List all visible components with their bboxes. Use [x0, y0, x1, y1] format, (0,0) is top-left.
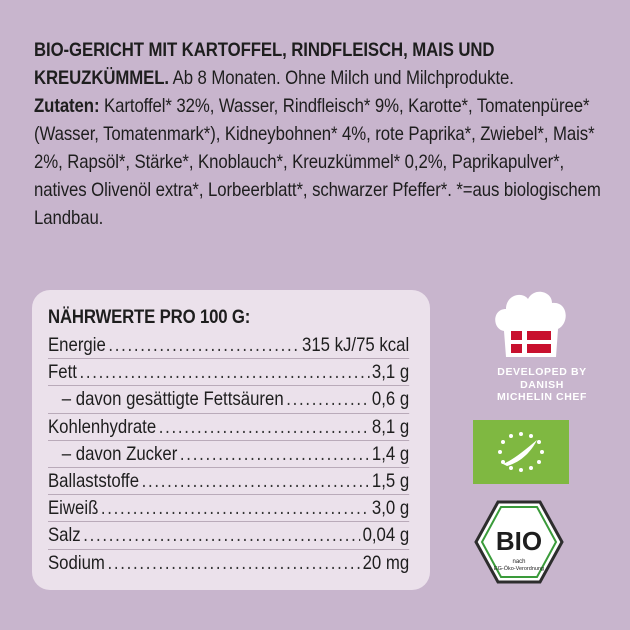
nutrition-row: Fett 3,1 g: [48, 359, 410, 387]
nutrition-value: 1,4 g: [371, 442, 410, 465]
nutrition-label: – davon Zucker: [61, 442, 178, 465]
nutrition-value: 315 kJ/75 kcal: [301, 334, 410, 356]
nutrition-row: – davon gesättigte Fettsäuren 0,6 g: [48, 386, 410, 414]
bio-seal-regulation: EG-Öko-Verordnung: [494, 565, 544, 572]
nutrition-panel: NÄHRWERTE PRO 100 G: Energie 315 kJ/75 kc…: [32, 290, 430, 590]
nutrition-value: 3,1 g: [371, 361, 410, 384]
nutrition-value: 20 mg: [362, 551, 410, 574]
nutrition-label: Eiweiß: [48, 497, 99, 520]
leader-dots: [180, 441, 369, 467]
nutrition-row: Sodium 20 mg: [48, 550, 409, 576]
bio-seal-icon: BIO nach EG-Öko-Verordnung: [474, 500, 564, 584]
nutrition-title: NÄHRWERTE PRO 100 G:: [48, 306, 251, 328]
nutrition-row: Kohlenhydrate 8,1 g: [48, 414, 410, 441]
nutrition-row: Energie 315 kJ/75 kcal: [48, 332, 410, 360]
product-title: BIO-GERICHT MIT KARTOFFEL, RINDFLEISCH, …: [34, 39, 495, 89]
leader-dots: [83, 522, 360, 548]
nutrition-row: Eiweiß 3,0 g: [48, 495, 410, 523]
chef-credit: DEVELOPED BY DANISH MICHELIN CHEF: [496, 366, 588, 403]
nutrition-row: – davon Zucker 1,4 g: [48, 441, 410, 469]
nutrition-value: 1,5 g: [371, 470, 410, 493]
zutaten-list: Kartoffel* 32%, Wasser, Rindfleisch* 9%,…: [34, 95, 601, 229]
nutrition-label: – davon gesättigte Fettsäuren: [61, 388, 284, 411]
nutrition-row: Salz 0,04 g: [48, 522, 410, 550]
nutrition-label: Fett: [48, 361, 77, 384]
chef-hat-icon: [495, 291, 566, 357]
nutrition-label: Salz: [48, 524, 81, 547]
zutaten-label: Zutaten:: [34, 95, 100, 117]
nutrition-value: 8,1 g: [371, 415, 410, 438]
nutrition-label: Sodium: [48, 551, 105, 574]
leader-dots: [108, 332, 299, 358]
ingredients-text: BIO-GERICHT MIT KARTOFFEL, RINDFLEISCH, …: [34, 36, 602, 232]
bio-seal-word: BIO: [496, 526, 542, 556]
nutrition-row: Ballaststoffe 1,5 g: [48, 468, 410, 496]
leader-dots: [159, 414, 370, 440]
eu-organic-leaf-icon: [473, 420, 569, 484]
product-subtitle: Ab 8 Monaten. Ohne Milch und Milchproduk…: [168, 67, 514, 89]
nutrition-value: 0,04 g: [362, 524, 410, 547]
nutrition-table: Energie315 kJ/75 kcalFett3,1 g– davon ge…: [48, 332, 418, 576]
nutrition-label: Ballaststoffe: [48, 470, 140, 493]
nutrition-value: 3,0 g: [371, 497, 410, 520]
nutrition-label: Energie: [48, 334, 106, 356]
bio-seal-nach: nach: [512, 559, 525, 565]
danish-flag-icon: [511, 331, 551, 353]
nutrition-label: Kohlenhydrate: [48, 415, 157, 438]
leader-dots: [286, 386, 369, 412]
leader-dots: [101, 495, 369, 521]
leader-dots: [142, 468, 370, 494]
nutrition-value: 0,6 g: [371, 388, 410, 411]
leader-dots: [79, 359, 369, 385]
leader-dots: [107, 550, 360, 576]
